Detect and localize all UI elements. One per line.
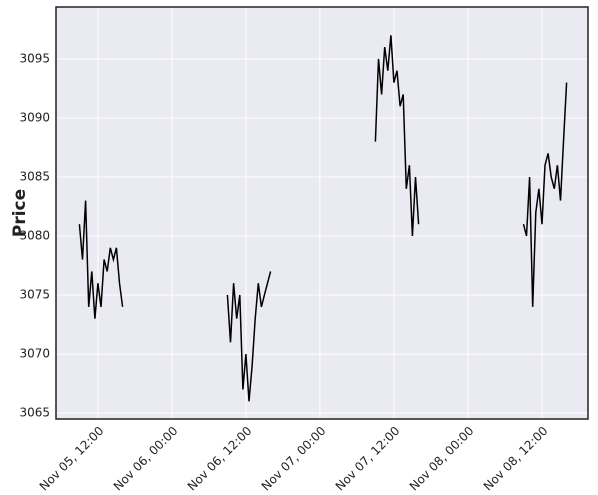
price-line xyxy=(78,35,568,402)
x-tick-label: Nov 05, 12:00 xyxy=(37,424,107,491)
y-tick-label: 3070 xyxy=(19,347,50,361)
y-tick-label: 3065 xyxy=(19,406,50,420)
y-tick-label: 3080 xyxy=(19,229,50,243)
y-tick-label: 3090 xyxy=(19,110,50,124)
y-tick-label: 3085 xyxy=(19,169,50,183)
x-tick-label: Nov 07, 12:00 xyxy=(333,424,403,491)
axes-frame xyxy=(55,6,589,420)
x-tick-label: Nov 08, 00:00 xyxy=(407,424,477,491)
y-tick-label: 3075 xyxy=(19,288,50,302)
x-tick-label: Nov 08, 12:00 xyxy=(481,424,551,491)
y-tick-label: 3095 xyxy=(19,51,50,65)
plot-area xyxy=(56,7,588,419)
x-tick-label: Nov 06, 00:00 xyxy=(111,424,181,491)
x-tick-label: Nov 07, 00:00 xyxy=(259,424,329,491)
y-axis-label: Price xyxy=(10,189,30,237)
x-tick-label: Nov 06, 12:00 xyxy=(185,424,255,491)
